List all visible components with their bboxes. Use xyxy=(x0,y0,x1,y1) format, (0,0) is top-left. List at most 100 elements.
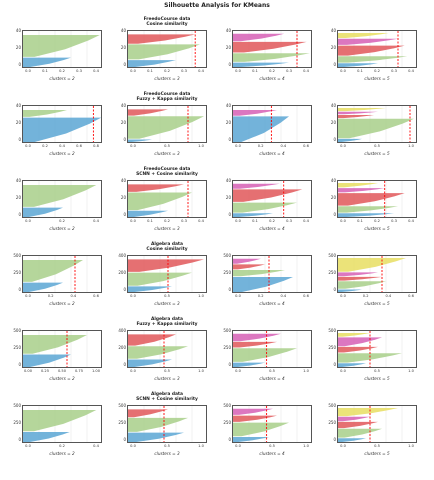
silhouette-panel xyxy=(22,180,102,218)
cluster-silhouette xyxy=(338,281,386,289)
row-title: FreedoCourse data SCNN + Cosine similarit… xyxy=(100,167,234,177)
cluster-silhouette xyxy=(23,207,63,217)
cluster-silhouette xyxy=(233,333,281,342)
x-tick-label: 0.5 xyxy=(164,444,170,448)
cluster-silhouette xyxy=(233,116,289,142)
y-tick-label: 0 xyxy=(123,212,126,217)
y-tick-label: 20 xyxy=(15,45,21,50)
x-tick-label: 0.1 xyxy=(252,219,258,223)
x-tick-label: 0.4 xyxy=(198,69,204,73)
row-title-line: FreedoCourse data xyxy=(143,167,191,172)
y-tick-label: 250 xyxy=(13,345,21,350)
x-tick-label: 0.4 xyxy=(59,144,65,148)
x-tick-label: 0.2 xyxy=(362,294,369,298)
x-tick-label: 0.4 xyxy=(70,294,77,298)
cluster-silhouette xyxy=(23,354,71,367)
x-tick-label: 0.0 xyxy=(25,444,31,448)
x-tick-label: 0.0 xyxy=(130,144,136,148)
x-tick-label: 0.2 xyxy=(59,69,65,73)
silhouette-plot xyxy=(233,106,298,142)
x-tick-label: 0.4 xyxy=(93,444,99,448)
x-tick-label: 0.2 xyxy=(374,219,380,223)
x-tick-label: 0.1 xyxy=(42,69,48,73)
y-tick-label: 20 xyxy=(120,120,126,125)
y-tick-label: 250 xyxy=(13,270,21,275)
x-tick-label: 0.0 xyxy=(235,444,241,448)
y-tick-label: 20 xyxy=(330,45,336,50)
y-tick-label: 0 xyxy=(228,437,231,442)
y-tick-label: 40 xyxy=(15,103,21,108)
x-tick-label: 0.0 xyxy=(340,219,346,223)
x-tick-label: 1.00 xyxy=(91,369,100,373)
y-tick-label: 250 xyxy=(13,420,21,425)
x-tick-label: 0.4 xyxy=(280,294,287,298)
silhouette-plot xyxy=(128,31,200,67)
silhouette-plot xyxy=(338,31,408,67)
x-tick-label: 0.4 xyxy=(93,69,99,73)
x-tick-label: 0.6 xyxy=(303,144,309,148)
y-tick-label: 400 xyxy=(118,253,126,258)
cluster-silhouette xyxy=(128,184,184,192)
cluster-silhouette xyxy=(233,258,261,264)
y-tick-label: 500 xyxy=(223,403,231,408)
cluster-silhouette xyxy=(233,183,280,189)
cluster-silhouette xyxy=(338,353,402,363)
cluster-count-caption: clusters = 2 xyxy=(49,301,75,306)
y-tick-label: 500 xyxy=(223,328,231,333)
silhouette-plot xyxy=(23,31,100,67)
silhouette-panel xyxy=(337,30,417,68)
y-tick-label: 40 xyxy=(15,28,21,33)
x-tick-label: 0.2 xyxy=(374,69,380,73)
cluster-silhouette xyxy=(233,213,273,217)
cluster-silhouette xyxy=(23,260,83,282)
cluster-silhouette xyxy=(233,62,289,67)
x-tick-label: 0.3 xyxy=(391,219,397,223)
x-tick-label: 0.0 xyxy=(235,219,241,223)
x-tick-label: 0.2 xyxy=(164,69,170,73)
y-tick-label: 0 xyxy=(18,437,21,442)
y-tick-label: 0 xyxy=(18,137,21,142)
x-tick-label: 0.3 xyxy=(286,219,292,223)
cluster-silhouette xyxy=(23,282,63,292)
silhouette-plot xyxy=(23,106,101,142)
y-tick-label: 500 xyxy=(13,253,21,258)
silhouette-panel xyxy=(232,30,312,68)
y-tick-label: 40 xyxy=(225,28,231,33)
x-tick-label: 0.1 xyxy=(147,69,153,73)
y-tick-label: 0 xyxy=(123,137,126,142)
x-tick-label: 0.3 xyxy=(181,69,187,73)
y-tick-label: 0 xyxy=(333,362,336,367)
cluster-silhouette xyxy=(338,213,394,217)
cluster-count-caption: clusters = 2 xyxy=(49,451,75,456)
cluster-count-caption: clusters = 3 xyxy=(154,151,180,156)
cluster-silhouette xyxy=(23,410,97,432)
cluster-silhouette xyxy=(128,192,192,211)
silhouette-panel xyxy=(232,105,312,143)
cluster-silhouette xyxy=(23,117,101,142)
x-tick-label: 0.2 xyxy=(42,144,48,148)
x-tick-label: 0.00 xyxy=(23,369,32,373)
silhouette-panel xyxy=(337,405,417,443)
y-tick-label: 200 xyxy=(118,345,126,350)
y-tick-label: 0 xyxy=(123,362,126,367)
silhouette-panel xyxy=(127,30,207,68)
cluster-silhouette xyxy=(233,348,297,362)
cluster-silhouette xyxy=(338,108,386,112)
x-tick-label: 0.2 xyxy=(257,144,264,148)
y-tick-label: 250 xyxy=(223,270,231,275)
x-tick-label: 0.8 xyxy=(93,144,99,148)
y-tick-label: 20 xyxy=(225,195,231,200)
cluster-silhouette xyxy=(338,272,378,277)
cluster-silhouette xyxy=(233,110,277,116)
x-tick-label: 0.4 xyxy=(303,69,309,73)
silhouette-panel xyxy=(337,255,417,293)
cluster-count-caption: clusters = 5 xyxy=(364,76,390,81)
cluster-silhouette xyxy=(128,409,168,418)
x-tick-label: 0.0 xyxy=(25,69,31,73)
cluster-silhouette xyxy=(128,359,172,367)
cluster-count-caption: clusters = 5 xyxy=(364,376,390,381)
cluster-silhouette xyxy=(233,408,273,415)
x-tick-label: 0.4 xyxy=(385,294,392,298)
x-tick-label: 0.50 xyxy=(57,369,66,373)
cluster-count-caption: clusters = 2 xyxy=(49,226,75,231)
